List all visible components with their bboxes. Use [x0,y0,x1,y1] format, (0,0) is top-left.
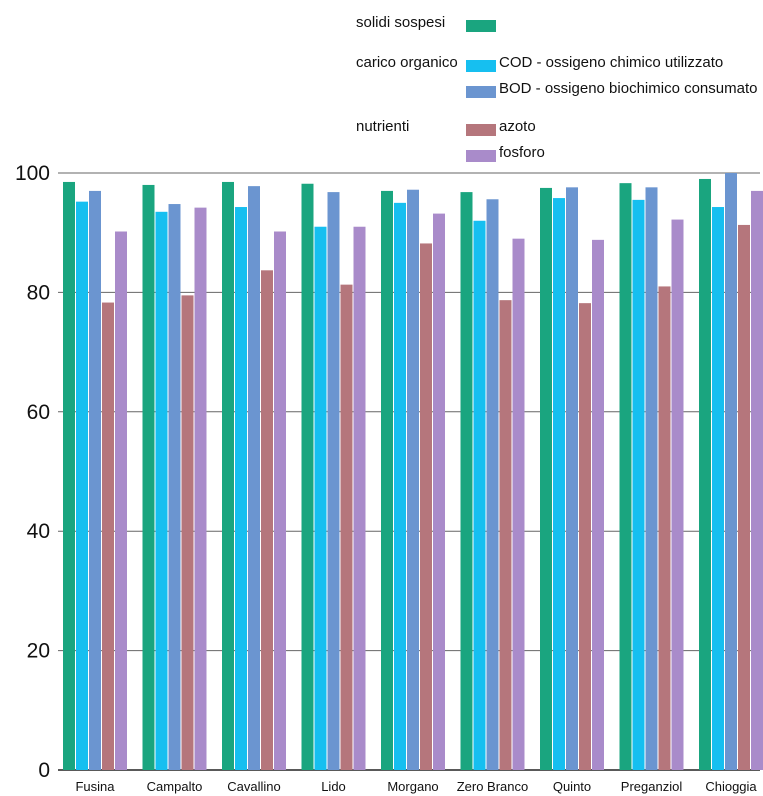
bar-lido-s3 [340,284,353,770]
x-tick-label: Zero Branco [457,779,529,794]
bar-zero-branco-s3 [499,300,512,770]
bar-campalto-s2 [168,204,181,770]
y-tick-label: 80 [27,281,50,304]
y-tick-label: 100 [15,162,50,185]
bar-quinto-s1 [553,198,565,771]
legend-swatch-bod [466,86,496,98]
legend-group-label-nutrienti: nutrienti [356,118,409,135]
bar-preganziol-s1 [632,199,645,771]
legend-swatch-azoto [466,124,496,136]
bar-campalto-s1 [155,211,168,770]
legend-swatch-fosforo [466,150,496,162]
bar-fusina-s2 [89,190,101,770]
legend-group-label-solidi-sospesi: solidi sospesi [356,14,445,31]
bar-cavallino-s2 [248,186,260,770]
bar-zero-branco-s2 [486,199,499,770]
bar-campalto-s4 [194,207,207,771]
bar-lido-s1 [314,226,327,771]
x-axis-labels: Fusina Campalto Cavallino Lido Morgano Zero B… [75,779,757,794]
x-tick-label: Lido [321,779,346,794]
bar-preganziol-s4 [671,219,684,771]
bar-chioggia-s4 [751,190,763,770]
bar-chioggia-s2 [725,173,737,770]
bars [63,173,763,771]
bar-morgano-s0 [381,190,393,770]
y-tick-label: 0 [38,759,50,782]
y-axis-ticks: 0 20 40 60 80 100 [15,162,50,782]
legend-label-cod: COD - ossigeno chimico utilizzato [499,54,723,71]
bar-quinto-s0 [540,187,552,771]
legend-swatch-solidi-sospesi [466,20,496,32]
bar-chioggia-s1 [712,207,724,771]
bar-morgano-s1 [394,202,406,771]
bar-fusina-s3 [102,302,114,770]
bar-preganziol-s3 [658,286,671,770]
bar-cavallino-s4 [274,231,286,771]
bar-zero-branco-s1 [473,220,486,770]
bar-cavallino-s1 [235,207,247,771]
x-tick-label: Fusina [75,779,115,794]
bar-zero-branco-s4 [512,238,525,771]
bar-lido-s0 [301,183,314,771]
bar-fusina-s1 [76,201,88,770]
bar-morgano-s2 [407,189,419,770]
bar-preganziol-s0 [619,183,632,771]
x-tick-label: Preganziol [621,779,683,794]
bar-morgano-s4 [433,213,445,770]
legend-label-fosforo: fosforo [499,144,545,161]
bar-fusina-s4 [115,231,127,771]
bar-campalto-s0 [142,184,155,770]
bar-quinto-s4 [592,239,604,770]
legend-group-label-carico-organico: carico organico [356,54,458,71]
bar-lido-s2 [327,192,340,770]
bar-morgano-s3 [420,243,432,771]
bar-zero-branco-s0 [460,192,473,770]
x-tick-label: Cavallino [227,779,280,794]
bar-quinto-s3 [579,303,591,770]
x-tick-label: Chioggia [705,779,757,794]
legend: solidi sospesi carico organico COD - oss… [356,14,757,162]
y-tick-label: 40 [27,520,50,543]
bar-cavallino-s0 [222,181,234,770]
y-tick-label: 20 [27,640,50,663]
bar-chioggia-s0 [699,178,711,771]
x-tick-label: Quinto [553,779,591,794]
bar-cavallino-s3 [261,270,273,770]
bar-quinto-s2 [566,187,578,770]
y-tick-label: 60 [27,401,50,424]
x-tick-label: Morgano [387,779,438,794]
bar-lido-s4 [353,226,366,771]
legend-label-bod: BOD - ossigeno biochimico consumato [499,80,757,97]
bar-campalto-s3 [181,295,194,770]
bar-fusina-s0 [63,181,75,770]
legend-swatch-cod [466,60,496,72]
bar-chioggia-s3 [738,224,750,771]
x-tick-label: Campalto [147,779,203,794]
legend-label-azoto: azoto [499,118,536,135]
bar-preganziol-s2 [645,187,658,770]
